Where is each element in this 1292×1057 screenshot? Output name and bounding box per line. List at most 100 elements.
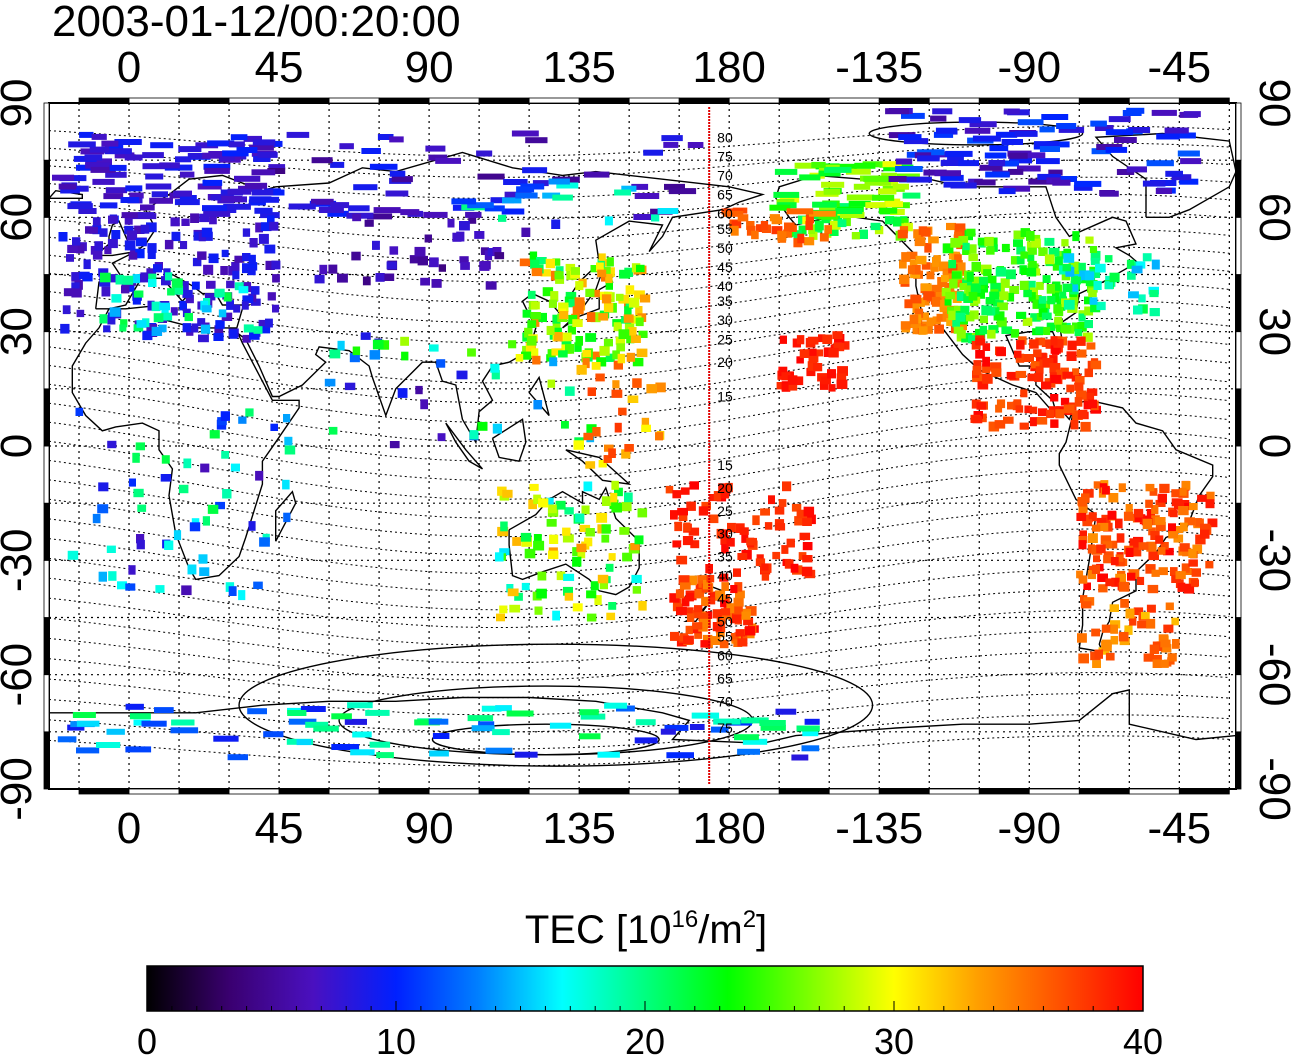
tec-sample xyxy=(515,192,538,199)
tec-sample xyxy=(626,335,635,344)
tec-sample xyxy=(796,509,808,519)
tec-sample xyxy=(585,528,595,537)
tec-sample xyxy=(720,608,731,616)
tec-sample xyxy=(385,190,409,197)
tec-sample xyxy=(947,154,964,161)
tec-sample xyxy=(367,213,393,220)
tec-sample xyxy=(146,268,157,279)
tec-sample xyxy=(1078,653,1089,664)
contour-label: 60 xyxy=(717,648,733,664)
tec-sample xyxy=(243,324,254,333)
tec-sample xyxy=(1133,607,1144,616)
tec-sample xyxy=(151,191,168,198)
tec-sample xyxy=(1016,256,1025,265)
tec-sample xyxy=(915,255,927,265)
tec-sample xyxy=(1167,653,1177,662)
tec-sample xyxy=(784,222,795,232)
tec-sample xyxy=(1070,420,1079,430)
tec-sample xyxy=(1020,251,1028,259)
tec-sample xyxy=(242,253,251,262)
tec-sample xyxy=(705,597,716,605)
tec-sample xyxy=(680,487,690,495)
tec-sample xyxy=(521,582,530,591)
border-segment xyxy=(43,731,50,790)
tec-sample xyxy=(214,325,224,335)
tec-sample xyxy=(124,225,134,235)
tec-sample xyxy=(198,334,209,343)
tec-sample xyxy=(859,229,868,239)
tec-sample xyxy=(771,226,783,235)
tec-sample xyxy=(425,145,446,152)
tec-sample xyxy=(1029,406,1038,414)
tec-sample xyxy=(170,307,178,316)
tec-sample xyxy=(1070,266,1081,277)
tec-sample xyxy=(101,286,111,297)
tec-sample xyxy=(841,341,850,350)
border-segment xyxy=(43,674,50,733)
tec-sample xyxy=(201,227,213,238)
tec-sample xyxy=(1046,322,1056,331)
tec-sample xyxy=(939,302,950,313)
latitude-tick-label-left: 60 xyxy=(0,193,41,242)
tec-sample xyxy=(372,240,380,250)
tec-sample xyxy=(601,534,610,543)
tec-sample xyxy=(676,639,687,647)
tec-sample xyxy=(689,481,699,490)
tec-sample xyxy=(389,136,404,143)
tec-sample xyxy=(895,158,913,165)
tec-sample xyxy=(832,331,843,340)
tec-sample xyxy=(623,314,634,323)
tec-sample xyxy=(819,233,829,242)
tec-sample xyxy=(634,193,660,199)
tec-sample xyxy=(1050,336,1058,346)
tec-sample xyxy=(985,171,1010,178)
tec-sample xyxy=(807,361,817,371)
tec-sample xyxy=(596,512,608,523)
tec-sample xyxy=(837,219,847,228)
tec-sample xyxy=(734,582,743,592)
tec-sample xyxy=(579,709,599,716)
tec-sample xyxy=(968,335,979,344)
colorbar-tick-label: 0 xyxy=(137,1021,157,1057)
tec-sample xyxy=(497,486,507,496)
tec-sample xyxy=(114,152,135,159)
contour-label: 15 xyxy=(717,457,733,473)
tec-sample xyxy=(132,274,140,284)
tec-sample xyxy=(791,754,809,761)
tec-sample xyxy=(218,155,235,161)
tec-sample xyxy=(437,433,446,442)
tec-sample xyxy=(572,306,584,315)
tec-sample xyxy=(581,505,590,515)
tec-sample xyxy=(76,747,100,754)
tec-sample xyxy=(1090,250,1101,261)
tec-sample xyxy=(1102,541,1113,549)
tec-sample xyxy=(579,733,601,740)
tec-sample xyxy=(1028,178,1054,185)
border-segment xyxy=(528,97,580,104)
tec-sample xyxy=(972,135,1001,142)
tec-sample xyxy=(756,554,764,562)
tec-sample xyxy=(909,259,918,267)
tec-sample xyxy=(213,333,224,341)
tec-sample xyxy=(833,203,851,210)
tec-sample xyxy=(451,198,477,205)
tec-sample xyxy=(976,402,987,410)
tec-sample xyxy=(731,220,742,229)
contour-label: 70 xyxy=(717,693,733,709)
tec-sample xyxy=(781,383,791,392)
tec-sample xyxy=(361,148,381,154)
tec-sample xyxy=(1023,354,1034,362)
tec-sample xyxy=(944,298,952,306)
latitude-tick-label-left: 0 xyxy=(0,434,41,458)
tec-sample xyxy=(147,243,157,253)
tec-sample xyxy=(1050,419,1059,428)
tec-sample xyxy=(287,710,307,716)
tec-sample xyxy=(1128,291,1139,299)
tec-sample xyxy=(179,300,187,311)
tec-sample xyxy=(528,499,537,510)
latitude-tick-label-left: -30 xyxy=(0,529,41,593)
tec-sample xyxy=(107,239,118,249)
tec-sample xyxy=(57,736,77,743)
tec-sample xyxy=(1001,326,1013,334)
tec-sample xyxy=(1089,246,1098,253)
